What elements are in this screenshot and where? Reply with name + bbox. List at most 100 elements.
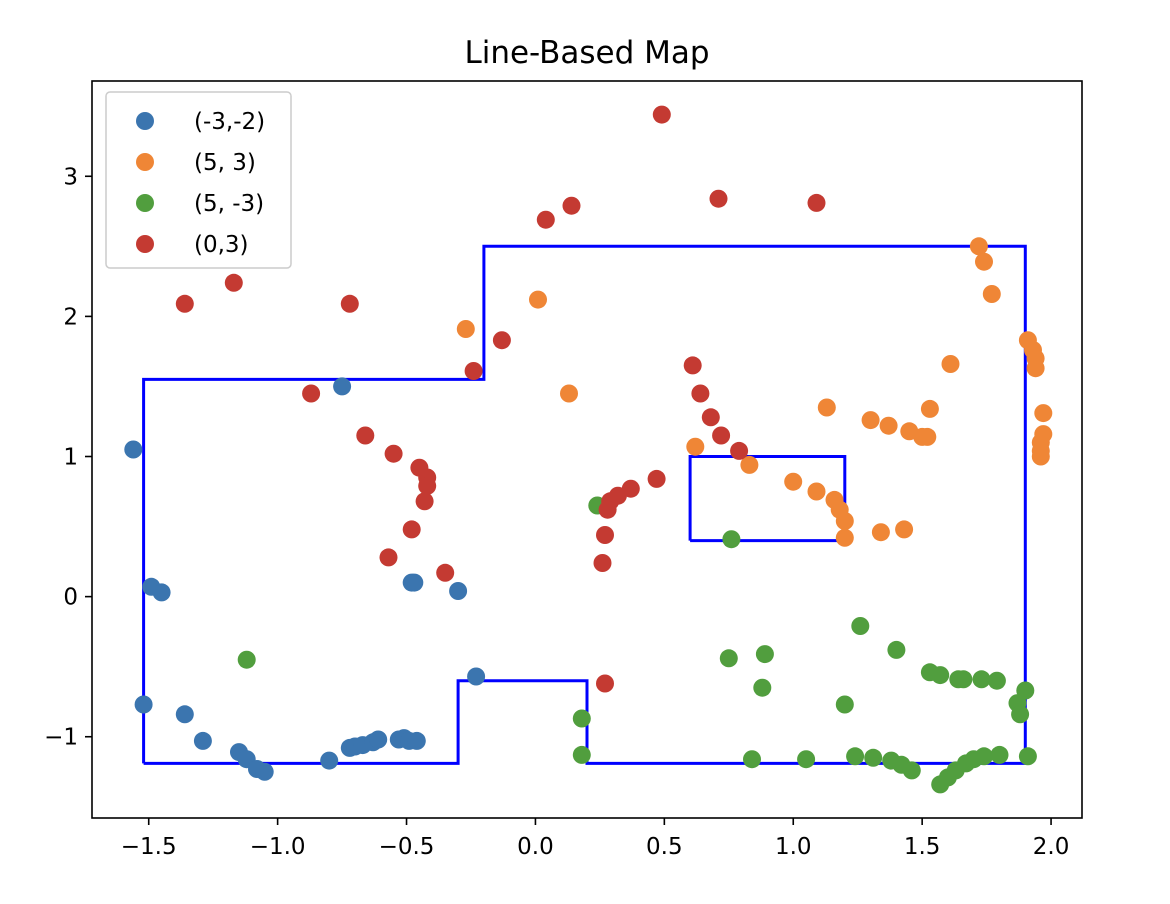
data-point (864, 748, 883, 767)
y-tick-label: 2 (63, 304, 78, 330)
data-point (175, 705, 194, 724)
data-point (835, 528, 854, 547)
data-point (384, 444, 403, 463)
data-point (975, 747, 993, 766)
data-point (851, 617, 870, 635)
data-point (683, 356, 702, 375)
data-point (990, 745, 1009, 764)
data-point (560, 384, 578, 403)
x-tick-label: 0.0 (517, 834, 554, 860)
data-point (369, 730, 388, 749)
y-axis: −1 0 1 2 3 (44, 164, 92, 751)
data-point (730, 441, 749, 460)
data-point (920, 399, 939, 418)
series-4-points (175, 105, 826, 693)
x-axis: −1.5 −1.0 −0.5 0.0 0.5 1.0 1.5 2.0 (121, 818, 1070, 860)
data-point (572, 709, 591, 728)
x-tick-label: −1.0 (250, 834, 306, 860)
x-tick-label: 1.0 (775, 834, 812, 860)
data-point (719, 649, 738, 668)
data-point (846, 747, 865, 766)
data-point (712, 426, 731, 445)
data-point (379, 548, 398, 567)
y-tick-label: 3 (63, 164, 78, 190)
x-tick-label: 2.0 (1033, 834, 1070, 860)
legend-label: (5, -3) (194, 191, 264, 217)
data-point (456, 320, 475, 338)
data-point (918, 427, 937, 446)
plot-frame (91, 80, 1083, 819)
data-point (572, 745, 591, 764)
legend-marker (136, 112, 154, 130)
data-point (467, 667, 486, 686)
data-point (740, 455, 759, 474)
data-point (709, 189, 728, 208)
data-point (464, 362, 483, 380)
data-point (302, 384, 321, 403)
series-1-points (124, 377, 486, 781)
data-point (536, 210, 555, 229)
data-point (175, 294, 194, 313)
data-point (982, 285, 1001, 303)
data-point (1026, 359, 1045, 378)
data-point (407, 731, 426, 750)
data-point (887, 640, 906, 659)
y-tick-label: 0 (63, 585, 78, 611)
y-tick-label: 1 (63, 445, 78, 471)
data-point (333, 377, 352, 396)
data-point (598, 500, 617, 519)
map-outline-line-1 (142, 244, 1027, 765)
chart-title: Line-Based Map (464, 35, 709, 71)
data-point (418, 476, 437, 495)
data-point (647, 469, 666, 488)
data-point (193, 731, 212, 750)
data-point (1011, 705, 1030, 724)
data-point (895, 520, 914, 539)
data-point (686, 437, 705, 456)
x-tick-label: −0.5 (379, 834, 435, 860)
map-outline-lines (142, 244, 1027, 765)
series-2-points (456, 237, 1053, 547)
data-point (562, 196, 581, 215)
data-point (941, 355, 960, 373)
data-point (861, 411, 880, 430)
x-tick-label: 1.5 (904, 834, 941, 860)
series-3-points (237, 496, 1037, 794)
data-point (1034, 404, 1053, 423)
data-point (807, 193, 826, 212)
data-point (1018, 747, 1037, 766)
data-point (691, 384, 710, 403)
data-point (969, 237, 988, 256)
x-tick-label: 0.5 (646, 834, 683, 860)
legend-marker (136, 235, 154, 253)
data-point (1016, 681, 1035, 700)
data-point (405, 573, 424, 592)
data-point (931, 666, 950, 685)
legend-label: (0,3) (194, 232, 249, 258)
data-point (954, 670, 973, 689)
data-point (701, 408, 720, 427)
data-point (807, 482, 826, 501)
data-point (835, 512, 854, 530)
data-point (320, 751, 339, 770)
data-point (987, 671, 1006, 690)
y-tick-label: −1 (44, 725, 78, 751)
data-point (415, 492, 434, 511)
data-point (972, 670, 991, 689)
data-point (652, 105, 671, 124)
data-point (529, 290, 547, 309)
x-tick-label: −1.5 (121, 834, 177, 860)
data-point (356, 426, 375, 445)
scatter-points (124, 105, 1053, 794)
legend-box (105, 91, 292, 269)
legend: (-3,-2) (5, 3) (5, -3) (0,3) (105, 91, 292, 269)
data-point (255, 762, 274, 781)
data-point (879, 416, 898, 435)
data-point (596, 674, 614, 693)
data-point (224, 273, 243, 292)
data-point (436, 563, 455, 582)
data-point (753, 678, 772, 697)
data-point (902, 761, 921, 780)
